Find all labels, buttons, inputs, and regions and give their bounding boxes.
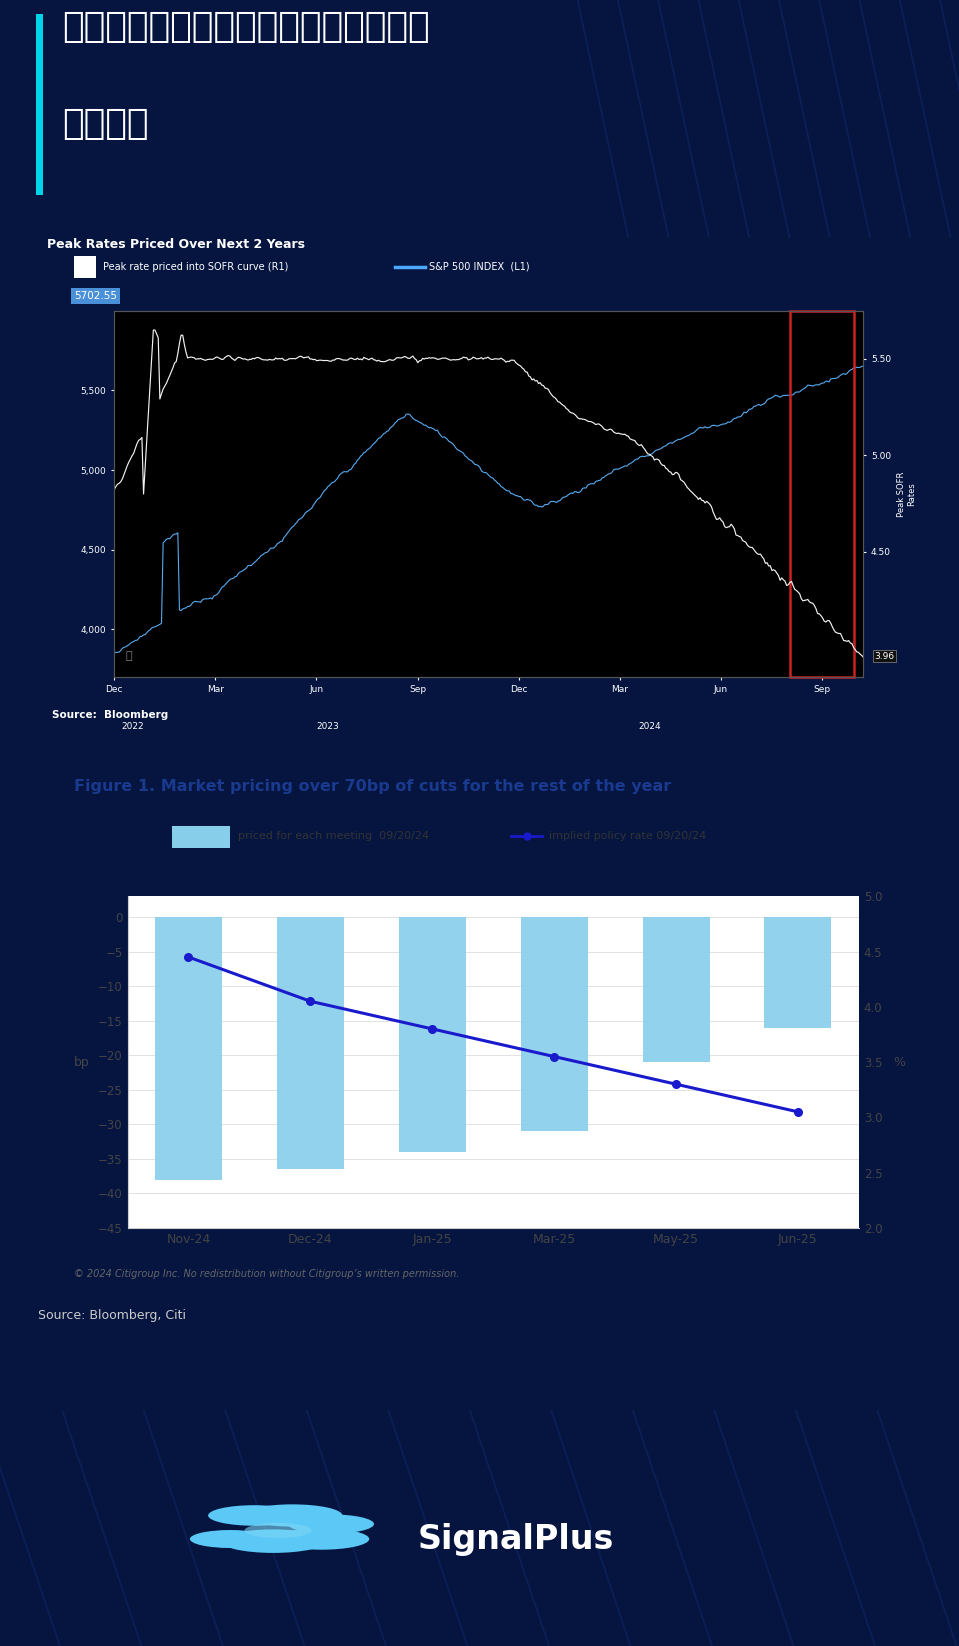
Bar bbox=[521, 917, 588, 1131]
Text: Peak Rates Priced Over Next 2 Years: Peak Rates Priced Over Next 2 Years bbox=[47, 239, 305, 250]
Text: priced for each meeting  09/20/24: priced for each meeting 09/20/24 bbox=[238, 831, 430, 841]
Bar bbox=[277, 917, 344, 1169]
Text: © 2024 Citigroup Inc. No redistribution without Citigroup’s written permission.: © 2024 Citigroup Inc. No redistribution … bbox=[74, 1269, 459, 1279]
Circle shape bbox=[288, 1514, 374, 1534]
Bar bbox=[155, 917, 222, 1180]
Text: Source:  Bloomberg: Source: Bloomberg bbox=[52, 709, 168, 719]
Circle shape bbox=[221, 1529, 326, 1552]
Text: Figure 1. Market pricing over 70bp of cuts for the rest of the year: Figure 1. Market pricing over 70bp of cu… bbox=[74, 779, 671, 793]
Text: 2022: 2022 bbox=[122, 721, 144, 731]
Bar bbox=[399, 917, 466, 1152]
Bar bbox=[173, 826, 230, 848]
Bar bbox=[790, 311, 854, 677]
Bar bbox=[764, 917, 831, 1027]
Text: 2024: 2024 bbox=[639, 721, 661, 731]
Text: ⬛: ⬛ bbox=[126, 650, 132, 662]
Circle shape bbox=[243, 1504, 342, 1526]
Bar bbox=[643, 917, 710, 1062]
Y-axis label: Peak SOFR
Rates: Peak SOFR Rates bbox=[897, 471, 916, 517]
Text: 5702.55: 5702.55 bbox=[74, 291, 117, 301]
Bar bbox=[36, 15, 43, 196]
Y-axis label: bp: bp bbox=[74, 1055, 89, 1068]
Y-axis label: %: % bbox=[893, 1055, 905, 1068]
Circle shape bbox=[208, 1504, 300, 1526]
Circle shape bbox=[273, 1527, 369, 1551]
Text: 明确回应: 明确回应 bbox=[62, 107, 149, 142]
Text: Peak rate priced into SOFR curve (R1): Peak rate priced into SOFR curve (R1) bbox=[104, 262, 289, 272]
Bar bbox=[74, 255, 96, 278]
Text: 债券市场准确地接收了美联储的信号并: 债券市场准确地接收了美联储的信号并 bbox=[62, 10, 430, 44]
Circle shape bbox=[245, 1523, 312, 1537]
Text: 2023: 2023 bbox=[316, 721, 339, 731]
Text: implied policy rate 09/20/24: implied policy rate 09/20/24 bbox=[549, 831, 706, 841]
Text: 3.96: 3.96 bbox=[875, 652, 895, 660]
Circle shape bbox=[190, 1531, 270, 1547]
Text: S&P 500 INDEX  (L1): S&P 500 INDEX (L1) bbox=[429, 262, 529, 272]
Text: Source: Bloomberg, Citi: Source: Bloomberg, Citi bbox=[38, 1309, 186, 1322]
Text: SignalPlus: SignalPlus bbox=[417, 1523, 614, 1555]
